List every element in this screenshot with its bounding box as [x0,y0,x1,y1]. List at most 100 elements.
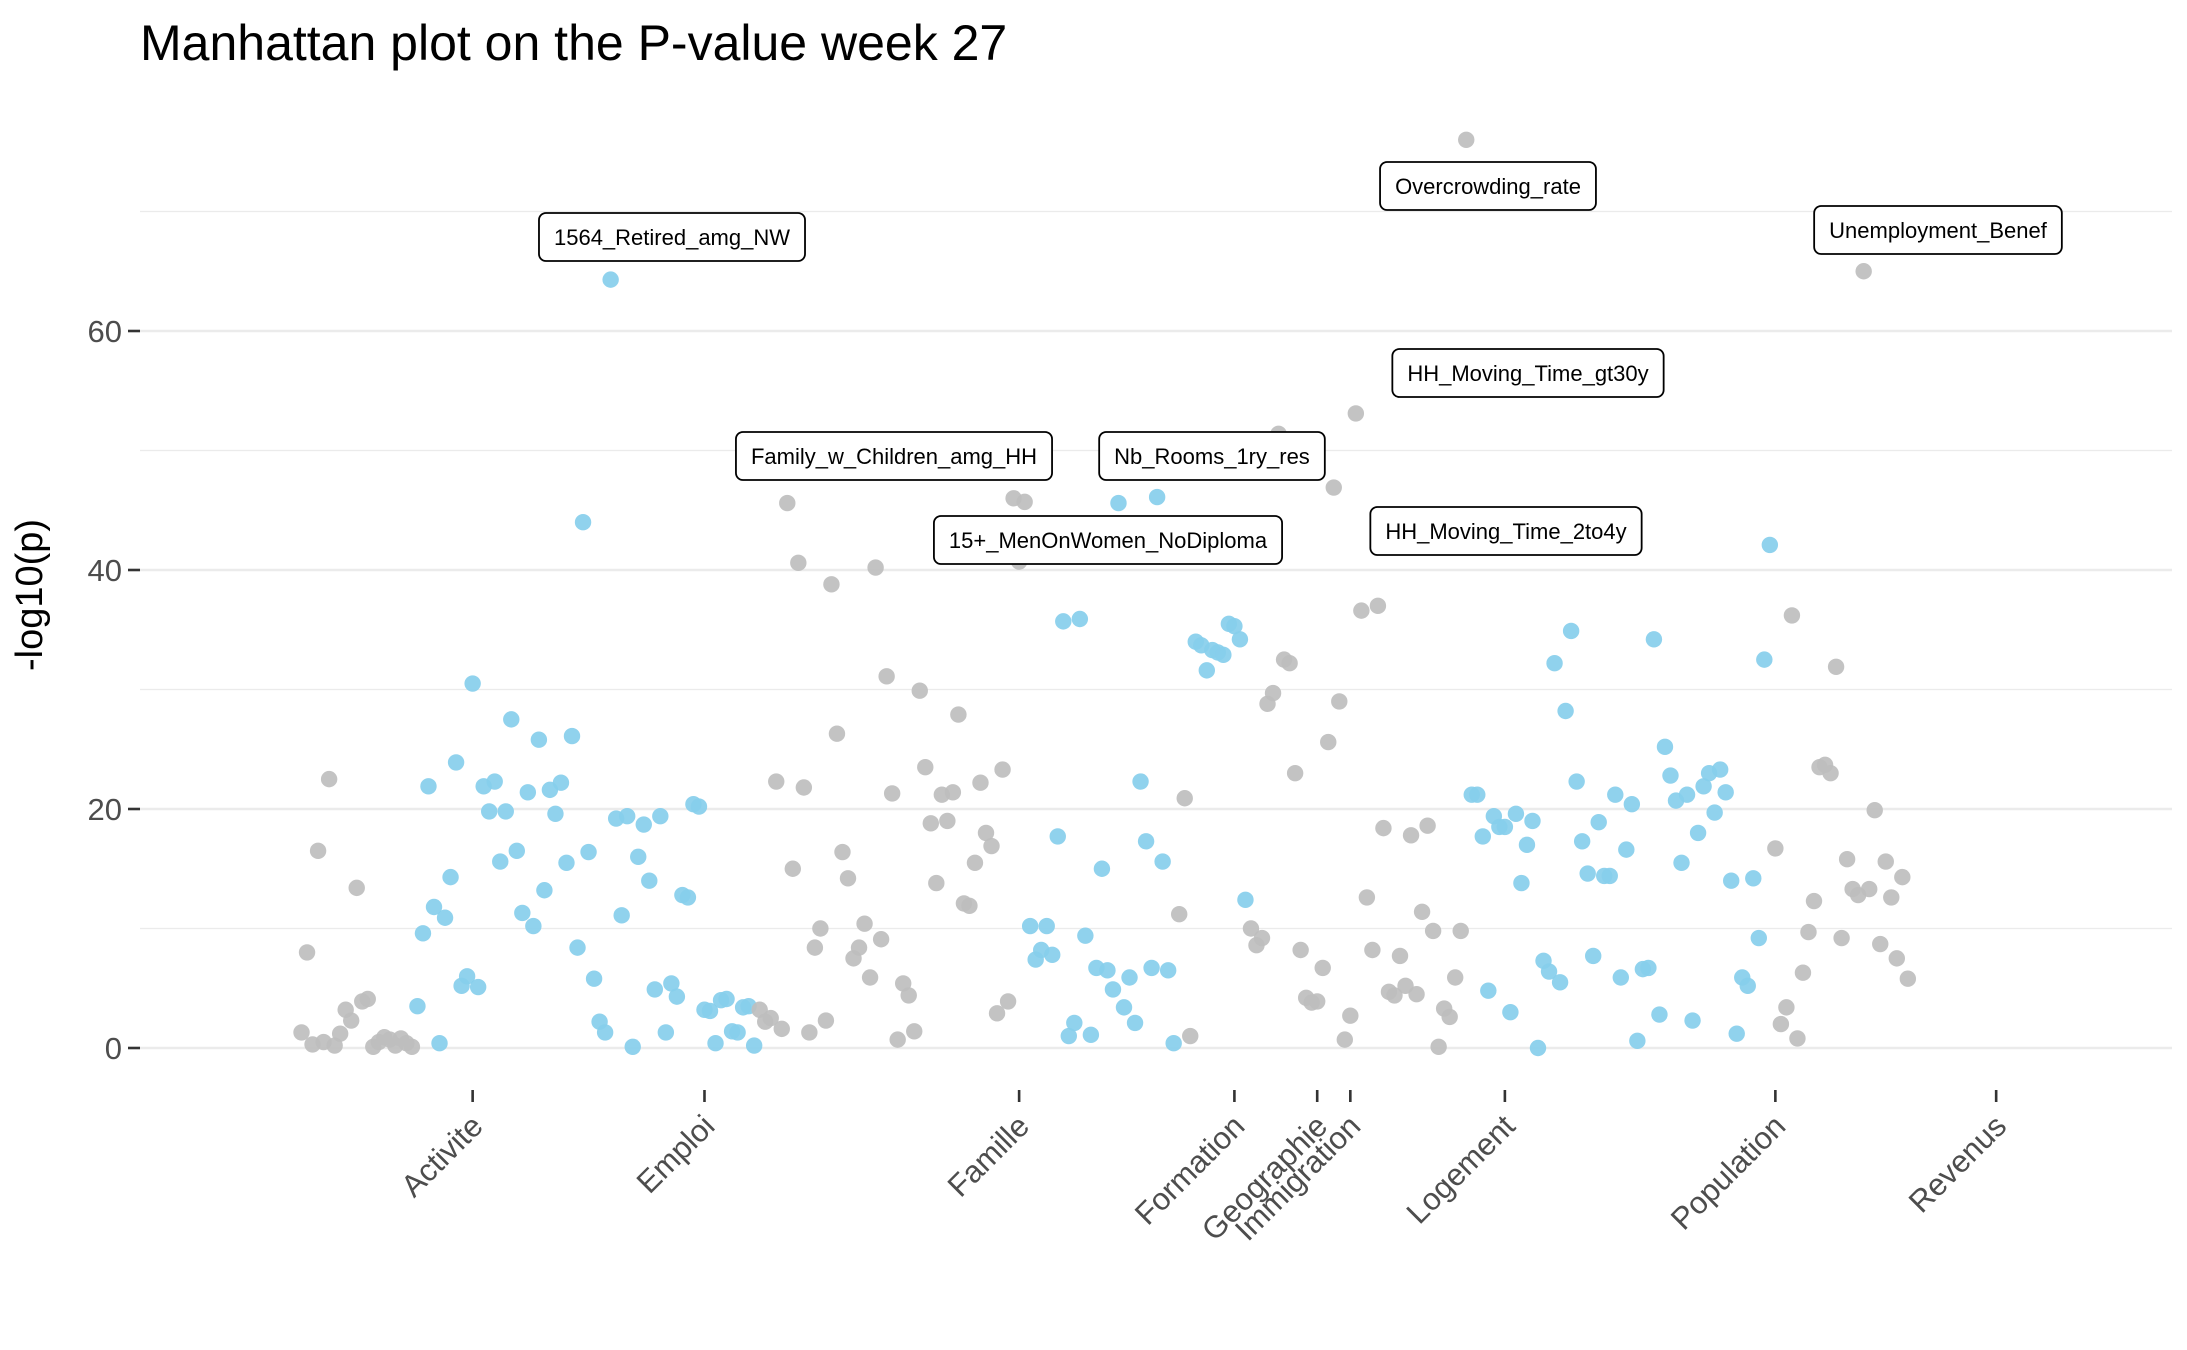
data-point [999,993,1017,1010]
data-point [1413,903,1431,920]
data-point [1402,827,1420,844]
y-axis: 0 20 40 60 [88,314,140,1066]
data-point [1137,833,1155,850]
data-point [359,990,376,1008]
data-point [1071,610,1089,628]
data-point [558,854,575,871]
data-point [1640,959,1657,977]
data-point [1253,929,1271,947]
data-point [1706,804,1723,821]
data-point [596,1024,614,1041]
data-point [1171,905,1188,923]
data-point [1099,962,1116,979]
data-point [707,1035,724,1052]
data-point [1623,796,1641,813]
data-point [1794,964,1812,981]
y-tick-label: 20 [88,792,122,827]
data-point [1723,872,1740,889]
x-tick-label: Logement [1400,1108,1523,1231]
data-point [1060,1027,1078,1045]
data-point [436,909,454,926]
point-annotation: 15+_MenOnWomen_NoDiploma [933,515,1283,565]
data-point [1264,684,1282,702]
data-point [1231,631,1249,648]
data-point [1336,1031,1354,1048]
data-point [1789,1030,1806,1047]
data-point [602,271,619,288]
data-point [1049,828,1066,845]
data-point [988,1005,1006,1022]
x-tick-label: Famille [941,1108,1036,1203]
data-point [1176,790,1193,807]
data-point [1358,889,1376,906]
point-annotation: HH_Moving_Time_2to4y [1369,506,1643,556]
data-point [1756,651,1773,668]
data-point [1016,493,1033,511]
data-point [768,773,785,790]
data-point [779,494,796,512]
data-point [458,968,476,985]
data-point [718,990,735,1008]
data-point [1038,917,1055,935]
data-point [1822,764,1839,782]
data-point [1237,891,1254,909]
data-point [503,711,520,728]
data-point [1474,828,1492,845]
data-point [1066,1014,1083,1032]
data-point [823,576,840,593]
data-point [514,904,531,922]
annotation-label: Nb_Rooms_1ry_res [1114,444,1310,469]
data-point [536,882,553,899]
data-point [1132,773,1149,790]
data-point [679,889,697,906]
data-point [447,754,465,771]
data-point [563,727,581,745]
data-point [972,774,989,791]
annotation-label: Overcrowding_rate [1395,174,1581,199]
data-point [1458,131,1475,148]
data-point [1750,929,1768,947]
data-point [1551,974,1569,991]
data-point [1077,927,1094,944]
data-point [1778,999,1795,1016]
data-point [464,675,481,692]
data-point [1579,865,1596,882]
data-point [1314,959,1331,977]
annotation-label: HH_Moving_Time_2to4y [1385,519,1626,544]
data-point [635,816,652,833]
data-point [1342,1007,1359,1024]
data-point [966,854,984,871]
data-point [552,774,570,791]
data-point [1452,922,1469,940]
annotation-label: 15+_MenOnWomen_NoDiploma [949,528,1268,553]
data-point [403,1038,421,1056]
annotation-label: Unemployment_Benef [1829,218,2048,243]
data-point [1347,405,1365,422]
data-point [1309,993,1326,1010]
data-point [1093,860,1111,877]
data-point [1899,970,1917,987]
data-point [1364,941,1381,959]
data-point [1320,733,1337,751]
data-point [1827,658,1845,675]
data-point [801,1024,818,1041]
data-point [701,1002,719,1020]
data-point [1159,962,1177,979]
data-point [1772,1015,1790,1033]
data-point [1430,1038,1447,1056]
data-point [1728,1025,1745,1042]
data-point [939,812,956,830]
data-point [983,837,1000,855]
data-point [619,807,636,825]
data-point [1325,479,1342,496]
data-point [883,785,901,802]
data-point [508,842,525,860]
data-point [867,559,884,576]
data-point [812,920,829,937]
data-point [1711,761,1729,778]
data-point [994,761,1011,778]
data-point [1386,987,1403,1004]
data-point [574,514,592,531]
data-point [414,925,432,942]
